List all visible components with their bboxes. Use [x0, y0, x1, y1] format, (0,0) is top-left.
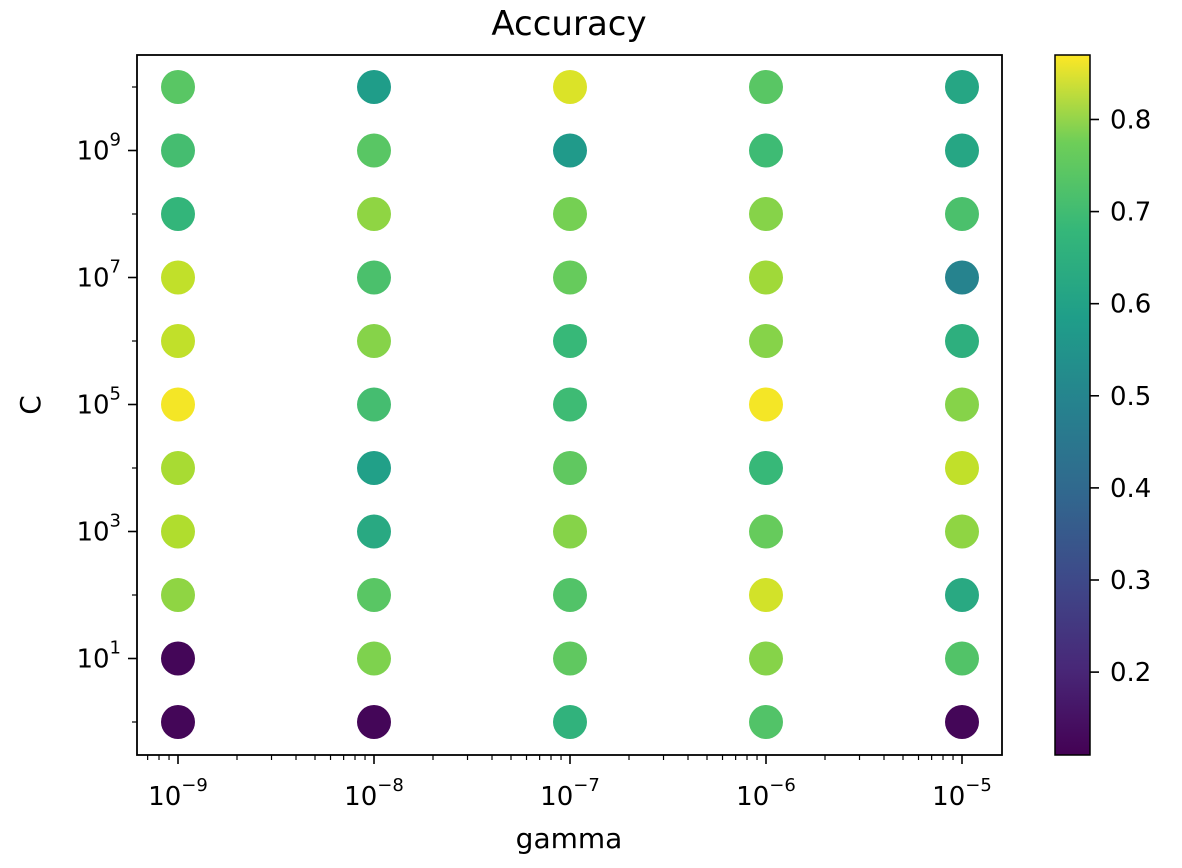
data-point	[553, 324, 587, 358]
data-point	[357, 578, 391, 612]
data-point	[749, 641, 783, 676]
x-axis-label: gamma	[516, 822, 623, 855]
y-tick-label: 101	[76, 638, 121, 675]
data-point	[553, 260, 587, 295]
colorbar-tick-label: 0.4	[1110, 474, 1151, 504]
data-point	[161, 324, 195, 358]
data-point	[945, 197, 979, 231]
data-point	[553, 705, 587, 739]
data-point	[553, 641, 587, 676]
data-point	[161, 578, 195, 612]
colorbar-axis: 0.2 0.3 0.4 0.5 0.6 0.7 0.8	[1090, 105, 1151, 688]
data-point	[161, 70, 195, 104]
data-point	[357, 451, 391, 485]
data-point	[945, 514, 979, 549]
colorbar-tick-label: 0.7	[1110, 198, 1151, 228]
data-point	[945, 260, 979, 295]
y-tick-label: 105	[76, 384, 121, 421]
data-point	[357, 641, 391, 676]
data-point	[161, 260, 195, 295]
data-point	[945, 641, 979, 676]
data-point	[161, 451, 195, 485]
x-tick-label: 10−5	[932, 775, 992, 812]
data-point	[749, 451, 783, 485]
data-point	[357, 514, 391, 549]
data-point	[553, 387, 587, 422]
data-point	[357, 705, 391, 739]
data-point	[357, 133, 391, 168]
x-tick-label: 10−7	[540, 775, 600, 812]
colorbar-tick-label: 0.6	[1110, 290, 1151, 320]
data-point	[357, 260, 391, 295]
x-tick-label: 10−8	[344, 775, 404, 812]
data-point	[553, 451, 587, 485]
data-point	[945, 324, 979, 358]
data-point	[749, 514, 783, 549]
colorbar-tick-label: 0.2	[1110, 658, 1151, 688]
data-point	[161, 387, 195, 422]
points-layer	[161, 70, 979, 739]
data-point	[945, 705, 979, 739]
data-point	[161, 641, 195, 676]
x-tick-label: 10−9	[148, 775, 208, 812]
x-axis: 10−9 10−8 10−7 10−6 10−5	[147, 755, 992, 812]
data-point	[749, 387, 783, 422]
y-axis: 101 103 105 107 109	[76, 86, 137, 723]
data-point	[945, 451, 979, 485]
y-axis-label: C	[14, 395, 47, 415]
data-point	[749, 133, 783, 168]
data-point	[161, 197, 195, 231]
colorbar-tick-label: 0.5	[1110, 382, 1151, 412]
y-tick-label: 103	[76, 511, 121, 548]
data-point	[945, 387, 979, 422]
data-point	[357, 70, 391, 104]
data-point	[749, 705, 783, 739]
data-point	[161, 514, 195, 549]
data-point	[357, 197, 391, 231]
data-point	[553, 133, 587, 168]
y-tick-label: 109	[76, 130, 121, 167]
data-point	[553, 578, 587, 612]
data-point	[945, 133, 979, 168]
data-point	[357, 324, 391, 358]
data-point	[553, 514, 587, 549]
data-point	[161, 133, 195, 168]
colorbar-tick-label: 0.3	[1110, 566, 1151, 596]
data-point	[161, 705, 195, 739]
data-point	[357, 387, 391, 422]
chart-title: Accuracy	[491, 4, 646, 44]
data-point	[749, 197, 783, 231]
data-point	[553, 197, 587, 231]
data-point	[749, 70, 783, 104]
data-point	[749, 324, 783, 358]
colorbar-tick-label: 0.8	[1110, 105, 1151, 135]
colorbar	[1054, 54, 1091, 756]
data-point	[749, 578, 783, 612]
x-tick-label: 10−6	[736, 775, 796, 812]
data-point	[945, 70, 979, 104]
data-point	[553, 70, 587, 104]
y-tick-label: 107	[76, 257, 121, 294]
data-point	[749, 260, 783, 295]
data-point	[945, 578, 979, 612]
